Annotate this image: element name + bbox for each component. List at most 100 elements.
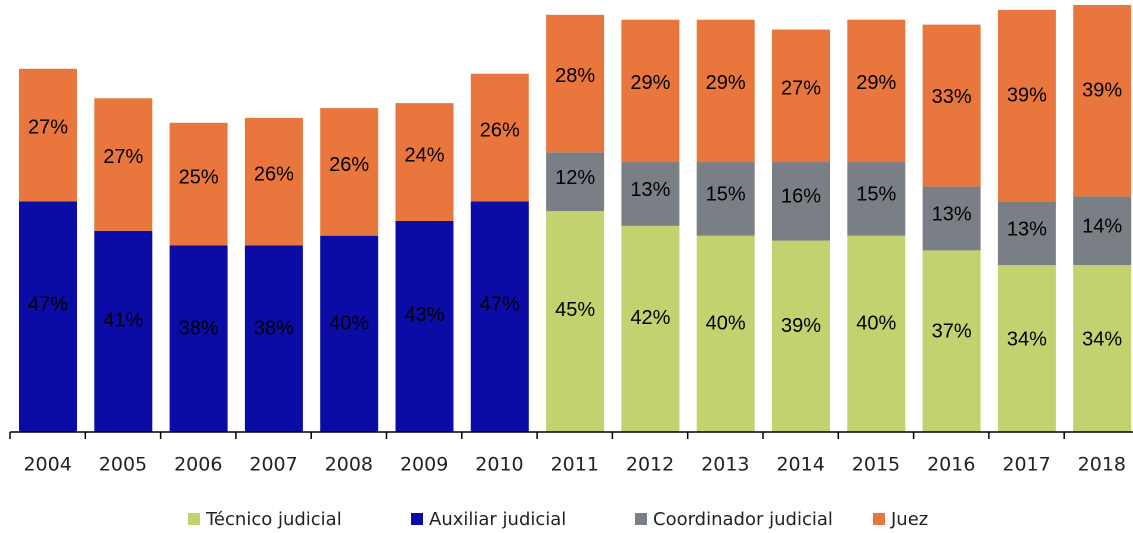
data-label: 43% bbox=[404, 304, 444, 326]
bar-segment bbox=[997, 265, 1056, 432]
x-tick-label: 2005 bbox=[99, 454, 147, 476]
bar-segment bbox=[1073, 5, 1132, 197]
bar-segment bbox=[19, 201, 77, 432]
data-label: 27% bbox=[28, 117, 68, 139]
data-label: 39% bbox=[1082, 79, 1122, 101]
bar-segment bbox=[470, 73, 529, 202]
bar-segment bbox=[696, 162, 755, 236]
data-label: 13% bbox=[1007, 218, 1047, 240]
data-label: 27% bbox=[103, 146, 143, 168]
data-label: 28% bbox=[555, 65, 595, 87]
bar-segment bbox=[320, 108, 379, 236]
bar-segment bbox=[94, 98, 153, 231]
bar-segment bbox=[922, 186, 981, 251]
data-label: 29% bbox=[856, 72, 896, 94]
data-label: 37% bbox=[932, 320, 972, 342]
bar-segment bbox=[621, 19, 680, 163]
bar-segment bbox=[169, 245, 228, 432]
legend-swatch bbox=[635, 513, 647, 525]
data-label: 33% bbox=[932, 86, 972, 108]
data-label: 34% bbox=[1007, 329, 1047, 351]
x-tick-label: 2011 bbox=[551, 454, 599, 476]
bar-segment bbox=[997, 201, 1056, 266]
x-tick-label: 2006 bbox=[174, 454, 222, 476]
bar-segment bbox=[847, 162, 906, 236]
x-tick-label: 2018 bbox=[1078, 454, 1126, 476]
data-label: 15% bbox=[856, 183, 896, 205]
bar-segment bbox=[244, 245, 303, 432]
data-label: 13% bbox=[932, 204, 972, 226]
data-label: 38% bbox=[179, 318, 219, 340]
legend-label: Coordinador judicial bbox=[653, 509, 833, 530]
data-label: 47% bbox=[28, 293, 68, 315]
x-tick-label: 2013 bbox=[701, 454, 749, 476]
x-tick-label: 2004 bbox=[23, 454, 71, 476]
data-label: 47% bbox=[480, 293, 520, 315]
bar-segment bbox=[772, 29, 830, 163]
data-label: 40% bbox=[329, 312, 369, 334]
data-label: 26% bbox=[480, 119, 520, 141]
bar-segment bbox=[244, 117, 303, 246]
data-label: 39% bbox=[1007, 84, 1047, 106]
x-tick-label: 2007 bbox=[249, 454, 297, 476]
bar-segment bbox=[546, 152, 605, 212]
data-label: 12% bbox=[555, 167, 595, 189]
data-label: 26% bbox=[329, 154, 369, 176]
data-label: 27% bbox=[781, 77, 821, 99]
data-label: 24% bbox=[404, 144, 444, 166]
bar-segment bbox=[621, 225, 680, 432]
data-label: 29% bbox=[630, 72, 670, 94]
data-label: 45% bbox=[555, 299, 595, 321]
x-tick-label: 2015 bbox=[852, 454, 900, 476]
data-label: 34% bbox=[1082, 329, 1122, 351]
bar-segment bbox=[922, 250, 981, 432]
legend-label: Técnico judicial bbox=[205, 509, 342, 530]
bar-segment bbox=[169, 122, 228, 246]
bar-segment bbox=[997, 9, 1056, 202]
bar-segment bbox=[395, 103, 454, 221]
bar-segment bbox=[1073, 196, 1132, 266]
data-label: 15% bbox=[706, 183, 746, 205]
data-label: 42% bbox=[630, 307, 670, 329]
data-label: 29% bbox=[706, 72, 746, 94]
data-label: 40% bbox=[706, 312, 746, 334]
legend-label: Juez bbox=[890, 509, 928, 530]
bar-segment bbox=[320, 235, 379, 432]
x-tick-label: 2009 bbox=[400, 454, 448, 476]
data-label: 13% bbox=[630, 179, 670, 201]
bar-segment bbox=[546, 14, 605, 153]
data-label: 40% bbox=[856, 312, 896, 334]
data-label: 41% bbox=[103, 310, 143, 332]
bar-segment bbox=[470, 201, 529, 432]
legend-swatch bbox=[411, 513, 423, 525]
x-tick-label: 2008 bbox=[325, 454, 373, 476]
bar-segment bbox=[922, 24, 981, 187]
x-tick-label: 2016 bbox=[927, 454, 975, 476]
bar-segment bbox=[621, 162, 680, 226]
data-label: 16% bbox=[781, 186, 821, 208]
bar-segment bbox=[772, 162, 830, 241]
bar-segment bbox=[696, 235, 755, 432]
data-label: 39% bbox=[781, 315, 821, 337]
data-label: 25% bbox=[179, 166, 219, 188]
bar-segment bbox=[395, 220, 454, 432]
bar-segment bbox=[1073, 265, 1132, 432]
legend-label: Auxiliar judicial bbox=[429, 509, 566, 530]
bar-segment bbox=[772, 240, 830, 432]
data-label: 38% bbox=[254, 318, 294, 340]
data-label: 26% bbox=[254, 164, 294, 186]
bar-segment bbox=[94, 230, 153, 432]
bar-segment bbox=[696, 19, 755, 163]
x-tick-label: 2012 bbox=[626, 454, 674, 476]
bar-segment bbox=[19, 68, 77, 202]
legend-swatch bbox=[873, 513, 885, 525]
bar-segment bbox=[546, 211, 605, 432]
x-tick-label: 2010 bbox=[475, 454, 523, 476]
legend-swatch bbox=[188, 513, 200, 525]
x-tick-label: 2014 bbox=[776, 454, 824, 476]
x-tick-label: 2017 bbox=[1002, 454, 1050, 476]
data-label: 14% bbox=[1082, 216, 1122, 238]
bar-segment bbox=[847, 235, 906, 432]
bar-segment bbox=[847, 19, 906, 163]
